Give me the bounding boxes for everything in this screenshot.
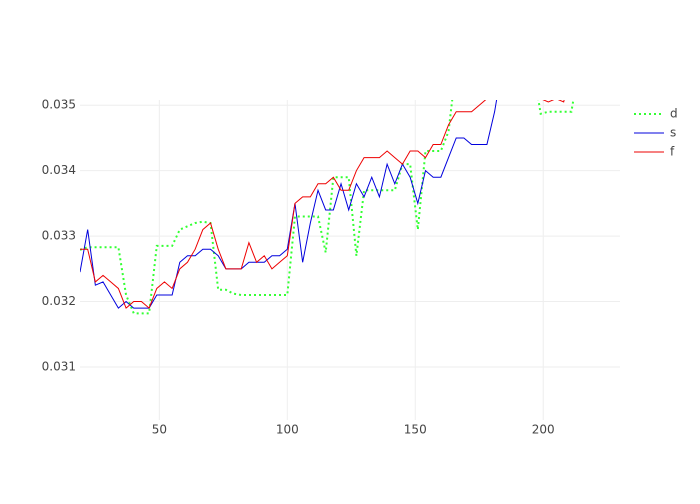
legend-label: d [670,107,678,121]
y-tick-label: 0.035 [42,98,76,112]
x-tick-label: 100 [276,423,299,437]
legend-label: f [670,145,675,159]
line-series [80,100,565,309]
y-tick-label: 0.031 [42,359,76,373]
y-tick-label: 0.032 [42,294,76,308]
legend-label: s [670,126,676,140]
x-tick-label: 150 [404,423,427,437]
y-tick-label: 0.033 [42,229,76,243]
line-series [80,100,498,309]
y-tick-label: 0.034 [42,163,76,177]
plot-area [80,100,575,315]
x-tick-label: 200 [532,423,555,437]
x-tick-label: 50 [152,423,167,437]
